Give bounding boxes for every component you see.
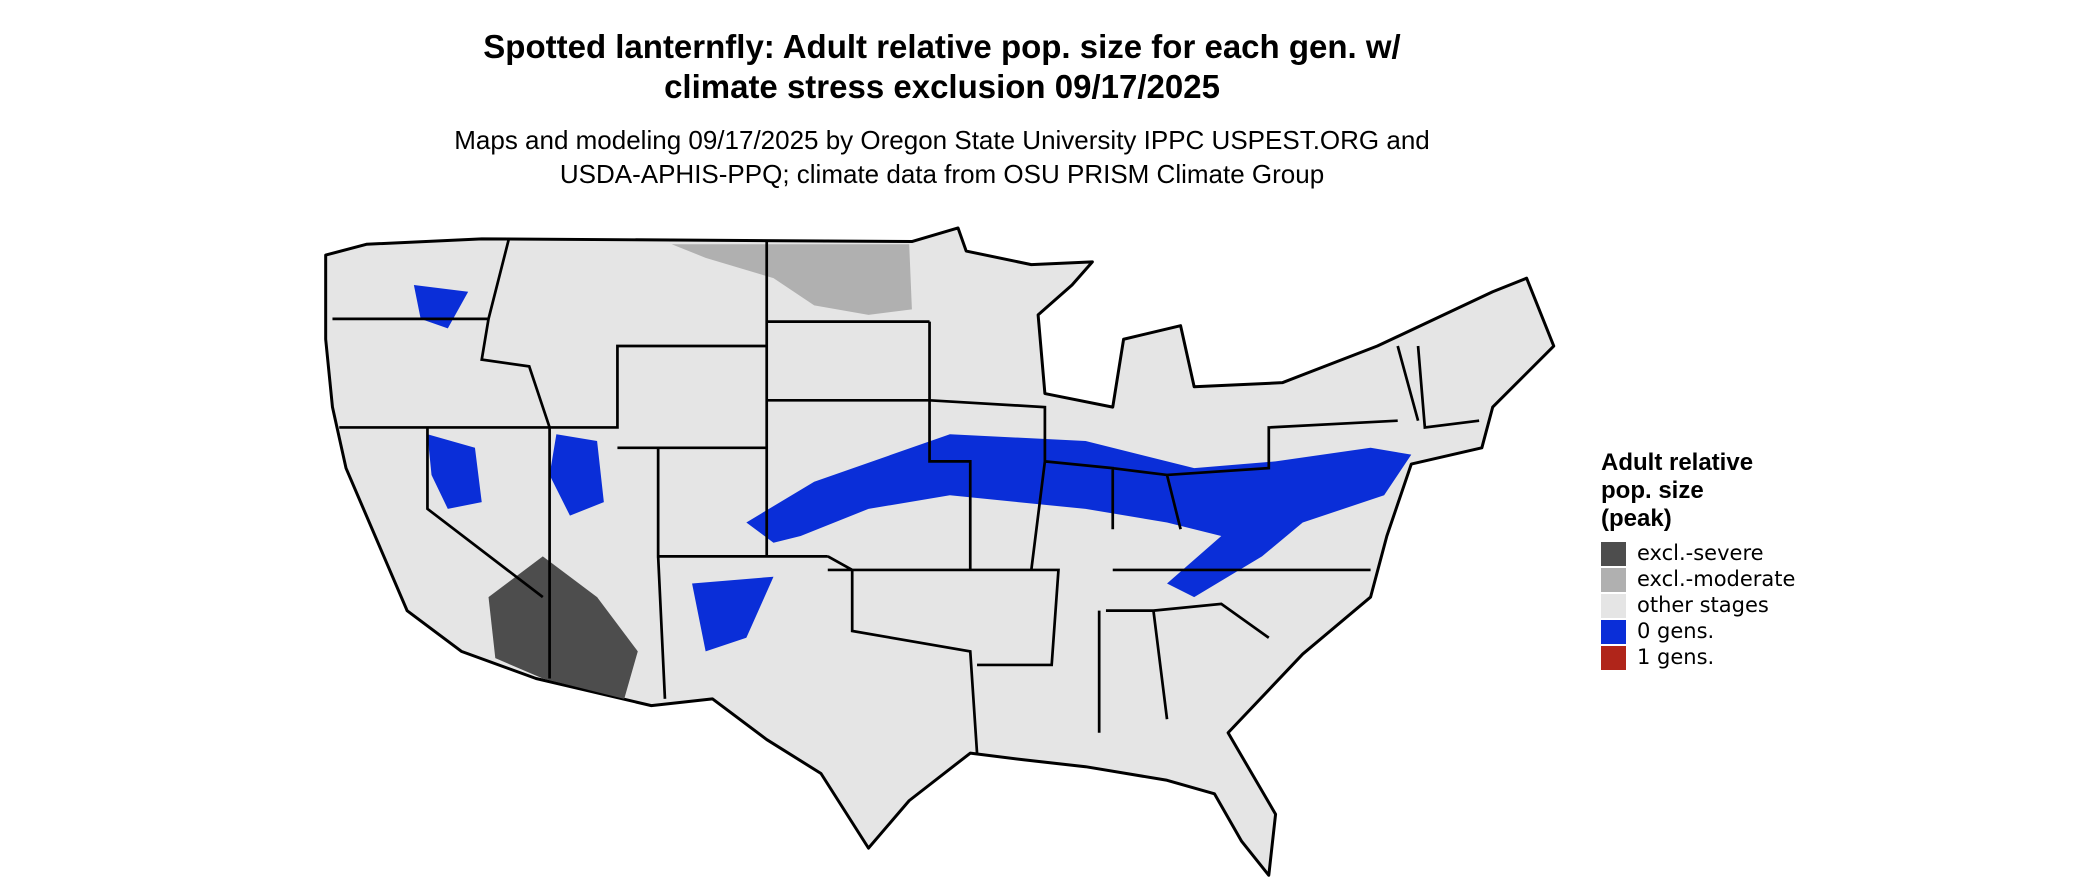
legend-swatch <box>1601 568 1626 592</box>
zero-gens-area <box>413 284 774 652</box>
legend-swatch <box>1601 594 1626 618</box>
legend-swatch <box>1601 542 1626 566</box>
legend-title: (peak) <box>1601 505 1672 532</box>
zero-gens-area <box>746 434 1412 598</box>
us-outline <box>324 226 1556 877</box>
legend-label: 1 gens. <box>1637 645 1714 669</box>
state-borders <box>332 238 1480 754</box>
subtitle-line: USDA-APHIS-PPQ; climate data from OSU PR… <box>560 159 1324 189</box>
exclusion-severe-area <box>488 556 638 699</box>
title-line: climate stress exclusion 09/17/2025 <box>664 68 1220 105</box>
legend-swatch <box>1601 646 1626 670</box>
subtitle-line: Maps and modeling 09/17/2025 by Oregon S… <box>454 125 1430 155</box>
legend-label: other stages <box>1637 593 1769 617</box>
legend-swatch <box>1601 620 1626 644</box>
legend-label: excl.-severe <box>1637 541 1764 565</box>
exclusion-moderate-area <box>671 244 912 315</box>
legend-title: pop. size <box>1601 477 1704 504</box>
map <box>324 226 1556 877</box>
title-line: Spotted lanternfly: Adult relative pop. … <box>483 28 1400 65</box>
legend-title: Adult relative <box>1601 449 1753 476</box>
legend-label: excl.-moderate <box>1637 567 1795 591</box>
legend: Adult relative pop. size (peak) excl.-se… <box>1601 449 1795 670</box>
legend-label: 0 gens. <box>1637 619 1714 643</box>
